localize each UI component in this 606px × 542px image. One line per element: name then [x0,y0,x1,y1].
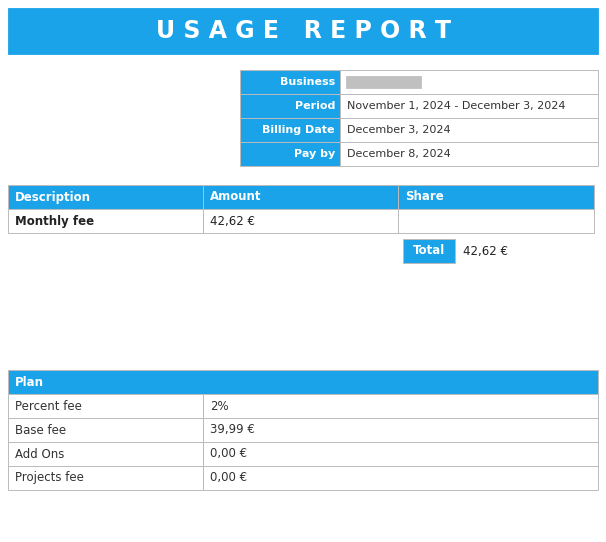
Text: Percent fee: Percent fee [15,399,82,412]
FancyBboxPatch shape [8,209,203,233]
Text: 42,62 €: 42,62 € [463,244,508,257]
FancyBboxPatch shape [403,239,455,263]
Text: Projects fee: Projects fee [15,472,84,485]
Text: Pay by: Pay by [294,149,335,159]
FancyBboxPatch shape [346,76,421,88]
FancyBboxPatch shape [240,70,340,94]
Text: Billing Date: Billing Date [262,125,335,135]
FancyBboxPatch shape [203,209,398,233]
Text: U S A G E   R E P O R T: U S A G E R E P O R T [156,19,450,43]
FancyBboxPatch shape [203,466,598,490]
FancyBboxPatch shape [203,442,598,466]
Text: Period: Period [295,101,335,111]
Text: Add Ons: Add Ons [15,448,64,461]
Text: Description: Description [15,190,91,203]
Text: 0,00 €: 0,00 € [210,472,247,485]
FancyBboxPatch shape [8,394,203,418]
Text: Amount: Amount [210,190,262,203]
Text: Total: Total [413,244,445,257]
FancyBboxPatch shape [398,185,594,209]
FancyBboxPatch shape [8,8,598,54]
FancyBboxPatch shape [240,94,340,118]
FancyBboxPatch shape [340,118,598,142]
FancyBboxPatch shape [340,142,598,166]
Text: 0,00 €: 0,00 € [210,448,247,461]
Text: 39,99 €: 39,99 € [210,423,255,436]
Text: 2%: 2% [210,399,228,412]
FancyBboxPatch shape [203,418,598,442]
FancyBboxPatch shape [398,209,594,233]
Text: 42,62 €: 42,62 € [210,215,255,228]
FancyBboxPatch shape [340,94,598,118]
Text: Monthly fee: Monthly fee [15,215,94,228]
FancyBboxPatch shape [240,142,340,166]
FancyBboxPatch shape [8,185,203,209]
FancyBboxPatch shape [240,118,340,142]
Text: Base fee: Base fee [15,423,66,436]
FancyBboxPatch shape [203,185,398,209]
FancyBboxPatch shape [203,394,598,418]
Text: December 8, 2024: December 8, 2024 [347,149,451,159]
FancyBboxPatch shape [8,418,203,442]
Text: Business: Business [280,77,335,87]
FancyBboxPatch shape [340,70,598,94]
FancyBboxPatch shape [8,466,203,490]
Text: Plan: Plan [15,376,44,389]
FancyBboxPatch shape [8,442,203,466]
Text: Share: Share [405,190,444,203]
Text: November 1, 2024 - December 3, 2024: November 1, 2024 - December 3, 2024 [347,101,565,111]
Text: December 3, 2024: December 3, 2024 [347,125,451,135]
FancyBboxPatch shape [8,370,598,394]
